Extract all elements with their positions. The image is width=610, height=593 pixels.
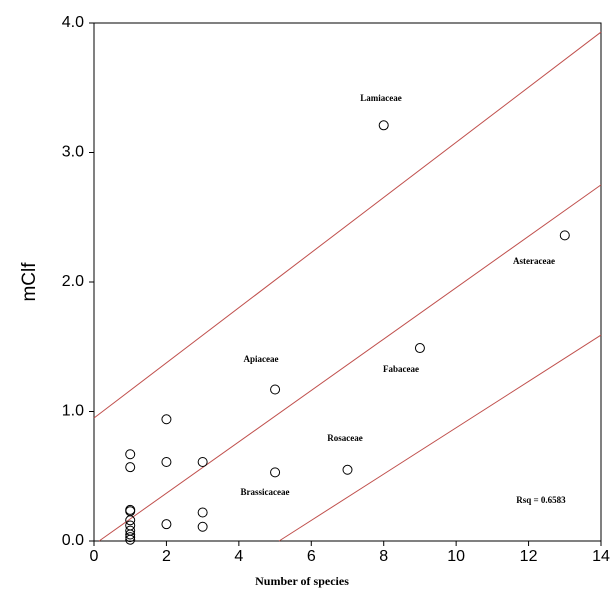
annotation: Rosaceae <box>327 433 363 443</box>
point <box>125 532 136 543</box>
annotation: Lamiaceae <box>360 93 401 103</box>
x-axis-label: Number of species <box>255 574 349 588</box>
y-tick-label: 0.0 <box>62 532 84 549</box>
x-tick-label: 10 <box>447 548 465 565</box>
point <box>342 464 353 475</box>
point <box>197 507 208 518</box>
annotation: Apiaceae <box>244 354 279 364</box>
y-axis-label: mClf <box>19 262 40 302</box>
point <box>125 529 136 540</box>
point <box>161 519 172 530</box>
y-tick-label: 1.0 <box>62 403 84 420</box>
x-tick-label: 14 <box>592 548 610 565</box>
annotation: Asteraceae <box>513 256 555 266</box>
y-tick-label: 4.0 <box>62 14 84 31</box>
point <box>270 384 281 395</box>
point <box>197 457 208 468</box>
x-tick-label: 8 <box>379 548 388 565</box>
fit-line <box>98 184 602 542</box>
point <box>559 230 570 241</box>
point <box>161 457 172 468</box>
point <box>125 534 136 545</box>
y-tick-label: 3.0 <box>62 144 84 161</box>
fit-line <box>278 334 602 542</box>
point <box>125 520 136 531</box>
x-tick-label: 0 <box>90 548 99 565</box>
x-tick-label: 12 <box>520 548 538 565</box>
point <box>197 521 208 532</box>
plot-frame <box>93 22 602 542</box>
x-tick-label: 6 <box>307 548 316 565</box>
x-tick-label: 2 <box>162 548 171 565</box>
point <box>125 449 136 460</box>
point <box>125 515 136 526</box>
x-tick-label: 4 <box>234 548 243 565</box>
y-tick-label: 2.0 <box>62 273 84 290</box>
point <box>270 467 281 478</box>
point <box>378 120 389 131</box>
point <box>414 343 425 354</box>
annotation: Fabaceae <box>383 364 419 374</box>
fit-line <box>93 31 602 419</box>
point <box>161 414 172 425</box>
annotation: Brassicaceae <box>241 487 290 497</box>
point <box>125 462 136 473</box>
annotation: Rsq = 0.6583 <box>516 495 566 505</box>
